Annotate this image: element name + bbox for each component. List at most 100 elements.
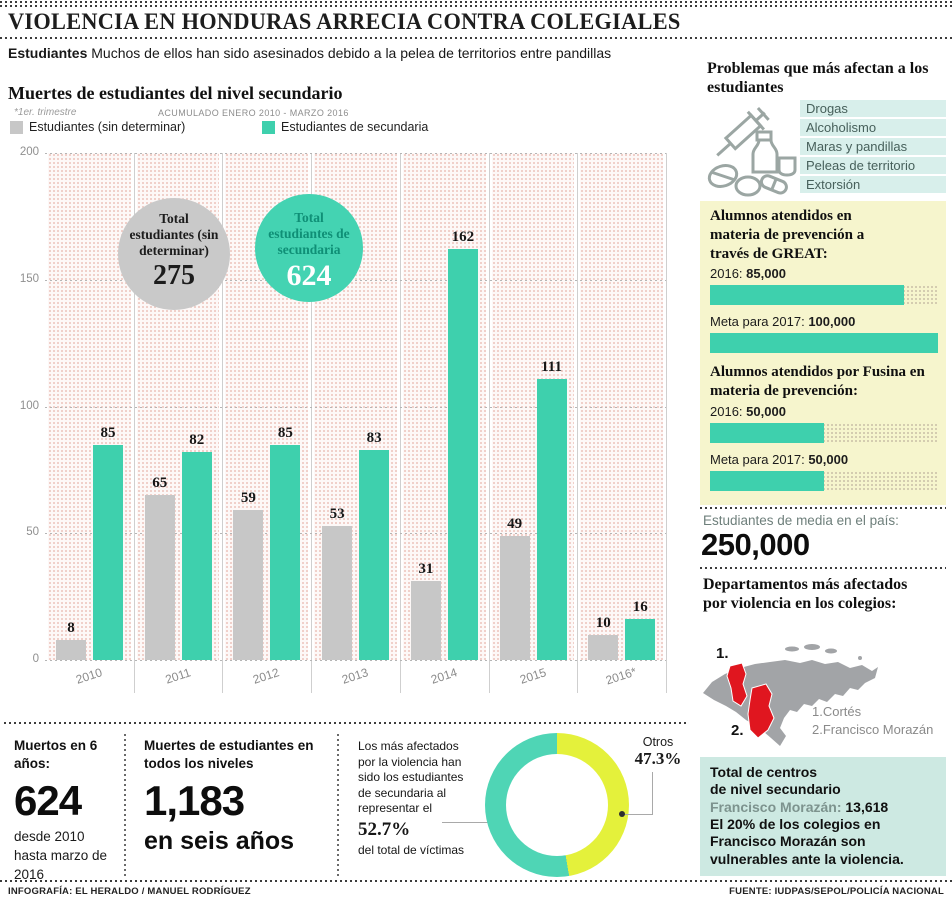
total-circle-label: Total estudiantes (sin determinar) [129,211,219,258]
donut-main-percent: 52.7% [358,818,411,840]
divider [0,5,952,7]
bar-secundaria [93,444,123,660]
bar-value-label: 16 [632,599,648,616]
bar-secundaria [359,449,390,660]
problem-item: Drogas [800,100,946,117]
divider [0,880,952,882]
year-separator [133,153,135,693]
bar-sin-determinar [410,581,441,660]
progress-bar [710,470,938,491]
divider [0,1,952,3]
bar-value-label: 85 [100,424,116,441]
donut-text-after: del total de víctimas [358,842,465,857]
total-circle-value: 275 [153,259,195,291]
leader-dot [619,811,625,817]
problems-title: Problemas que más afectan a los estudian… [707,60,929,96]
bar-value-label: 111 [541,358,562,375]
progress-fill [710,333,938,354]
gridline [45,279,666,281]
stat-value: 1,183 [144,777,245,825]
legend-item-secundaria: Estudiantes de secundaria [262,120,428,134]
centers-label: Francisco Morazán: [710,798,842,815]
total-circle-value: 624 [286,258,332,292]
bar-secundaria [625,619,656,660]
gridline [45,660,666,661]
other-label-percent: 47.3% [634,749,682,768]
honduras-map [703,644,878,746]
chart-period-note: ACUMULADO ENERO 2010 - MARZO 2016 [158,108,349,118]
progress-label: 2016: 85,000 [710,266,786,282]
footer-source: FUENTE: IUDPAS/SEPOL/POLICÍA NACIONAL [729,886,944,897]
intro-rest: Muchos de ellos han sido asesinados debi… [87,45,612,61]
gridline [45,153,666,154]
media-students-value: 250,000 [701,527,810,562]
centers-panel: Total de centros de nivel secundario Fra… [700,757,946,876]
fusina-bars: 2016: 50,000 Meta para 2017: 50,000 [710,404,938,491]
centers-count-row: Francisco Morazán: 13,618 [710,799,936,816]
progress-label: Meta para 2017: 100,000 [710,314,856,330]
year-separator [222,153,224,693]
bar-secundaria [447,249,478,660]
progress-fill [710,422,824,443]
problem-item: Extorsión [800,176,946,193]
stat-box-muertos: Muertos en 6 años: 624 desde 2010 hasta … [14,737,116,885]
bar-value-label: 10 [595,614,611,631]
progress-fill [710,470,824,491]
bar-secundaria [181,452,212,660]
year-separator [577,153,579,693]
x-axis-label: 2014 [428,665,459,687]
stat-subtitle: en seis años [144,827,295,856]
x-axis-label: 2013 [340,665,370,687]
problem-item: Alcoholismo [800,119,946,136]
stat-subtitle: desde 2010 hasta marzo de 2016 [14,829,108,882]
bar-value-label: 85 [277,424,293,441]
bar-value-label: 83 [366,429,382,446]
bar-sin-determinar [144,495,175,660]
map-marker-1: 1. [716,645,729,662]
bar-value-label: 65 [152,475,168,492]
progress-bar [710,422,938,443]
gridline [45,406,666,408]
donut-text-before: Los más afectados por la violencia han s… [358,739,464,816]
y-axis-label: 100 [19,399,39,412]
year-separator [311,153,313,693]
fusina-title: Alumnos atendidos por Fusina en materia … [710,364,925,399]
donut-annotation: Los más afectados por la violencia han s… [358,739,478,858]
bar-sin-determinar [56,639,86,660]
legend-label: Estudiantes de secundaria [281,120,429,134]
bar-value-label: 82 [189,432,205,449]
divider [0,37,952,39]
drugs-alcohol-pills-icon [707,106,797,197]
great-title: Alumnos atendidos en materia de prevenci… [710,208,865,262]
centers-line1: Total de centros [710,764,818,780]
stat-value: 624 [14,777,82,825]
y-axis-label: 200 [19,146,39,158]
bar-value-label: 49 [507,515,523,532]
stat-box-muertes-niveles: Muertes de estudiantes en todos los nive… [144,737,324,856]
divider [700,507,946,509]
divider [337,734,339,876]
x-axis-label: 2011 [163,665,193,687]
year-separator [399,153,401,693]
problem-item: Maras y pandillas [800,138,946,155]
y-axis-label: 150 [19,272,39,285]
donut-other-label: Otros 47.3% [626,735,690,769]
centers-line2: de nivel secundario [710,781,841,798]
bar-secundaria [270,444,301,660]
total-circle-sin-determinar: Total estudiantes (sin determinar) 275 [118,198,230,310]
bar-value-label: 8 [67,619,75,636]
leader-line [442,822,498,823]
chart-title: Muertes de estudiantes del nivel secunda… [8,83,343,103]
leader-line [623,814,653,815]
donut-hole [506,754,608,856]
bar-sin-determinar [322,525,353,660]
page-title: VIOLENCIA EN HONDURAS ARRECIA CONTRA COL… [8,9,681,34]
intro-keyword: Estudiantes [8,45,88,61]
stat-title: Muertes de estudiantes en todos los nive… [144,738,314,771]
x-axis-label: 2012 [251,665,282,687]
x-axis-label: 2016* [604,664,639,688]
x-axis-label: 2010 [74,665,104,687]
chart-footnote: *1er. trimestre [14,107,77,118]
y-axis-label: 50 [26,526,39,539]
